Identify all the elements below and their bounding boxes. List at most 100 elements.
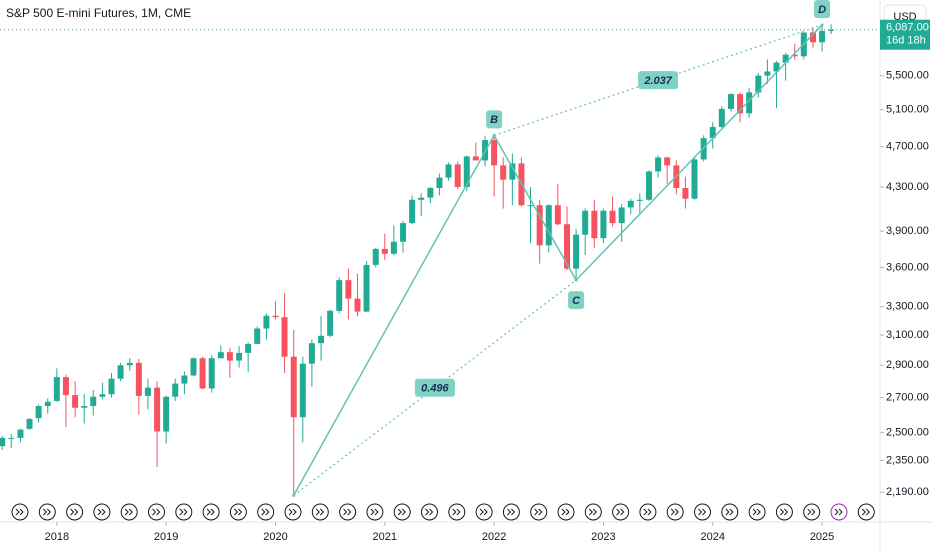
event-icon-arrows[interactable]: [425, 508, 434, 516]
event-icon-arrows[interactable]: [343, 508, 352, 516]
event-icon-arrows[interactable]: [479, 508, 488, 516]
event-icon-arrows[interactable]: [534, 508, 543, 516]
event-icon-circle[interactable]: [421, 503, 438, 521]
event-icon[interactable]: [803, 503, 821, 521]
event-icon-circle[interactable]: [502, 503, 520, 521]
event-icon[interactable]: [38, 503, 56, 521]
event-icon-arrows[interactable]: [670, 508, 679, 516]
event-icon-arrows[interactable]: [370, 508, 379, 516]
event-icon-arrows[interactable]: [206, 508, 215, 516]
event-icon-arrows[interactable]: [452, 508, 461, 516]
event-icon-arrows[interactable]: [588, 508, 598, 516]
event-icon-arrows[interactable]: [397, 508, 406, 516]
event-icon-arrows[interactable]: [70, 508, 79, 516]
x-tick-label: 2020: [263, 531, 287, 543]
event-icon[interactable]: [584, 503, 602, 521]
event-icon-circle[interactable]: [530, 503, 548, 521]
event-icon-arrows[interactable]: [42, 508, 52, 516]
event-icon[interactable]: [148, 503, 165, 521]
event-icon-circle[interactable]: [639, 503, 657, 521]
event-icon-circle[interactable]: [612, 503, 630, 521]
event-icon-circle[interactable]: [229, 503, 247, 521]
event-icon[interactable]: [557, 503, 575, 521]
candle-body: [454, 164, 461, 187]
event-icon-arrows[interactable]: [261, 508, 270, 516]
event-icon-circle[interactable]: [311, 503, 329, 521]
event-icon-circle[interactable]: [557, 503, 575, 521]
event-icon[interactable]: [393, 503, 411, 521]
event-icon-arrows[interactable]: [507, 508, 516, 516]
event-icon-circle[interactable]: [257, 503, 275, 521]
event-icon-arrows[interactable]: [780, 508, 789, 516]
event-icon[interactable]: [448, 503, 466, 521]
event-icon-circle[interactable]: [202, 503, 220, 521]
event-icon[interactable]: [502, 503, 520, 521]
event-icon[interactable]: [530, 503, 548, 521]
event-icon-circle[interactable]: [694, 503, 711, 521]
event-icon-circle[interactable]: [93, 503, 111, 521]
event-icon-arrows[interactable]: [15, 508, 24, 516]
event-icon-circle[interactable]: [748, 503, 766, 521]
event-icon-circle[interactable]: [66, 503, 84, 521]
event-icon-circle[interactable]: [284, 503, 302, 521]
event-icon[interactable]: [639, 503, 657, 521]
event-icon-arrows[interactable]: [616, 508, 625, 516]
event-icon[interactable]: [311, 503, 329, 521]
event-icon-circle[interactable]: [11, 503, 29, 521]
event-icon[interactable]: [748, 503, 766, 521]
event-icon[interactable]: [175, 503, 193, 521]
event-icon-arrows[interactable]: [752, 508, 761, 516]
candle-body: [427, 188, 434, 198]
event-icon-arrows[interactable]: [288, 508, 297, 516]
event-icon-arrows[interactable]: [807, 508, 816, 516]
event-icon[interactable]: [475, 503, 493, 521]
event-icon-circle[interactable]: [584, 503, 602, 521]
event-icon-arrows[interactable]: [561, 508, 570, 516]
event-icon-circle[interactable]: [38, 503, 56, 521]
event-icon-arrows[interactable]: [834, 508, 843, 516]
event-icon-circle[interactable]: [666, 503, 684, 521]
event-icon-circle[interactable]: [775, 503, 793, 521]
event-icon-arrows[interactable]: [643, 508, 652, 516]
event-icon-circle[interactable]: [475, 503, 493, 521]
event-icon[interactable]: [366, 503, 384, 521]
event-icon[interactable]: [257, 503, 275, 521]
event-icon-arrows[interactable]: [725, 508, 734, 516]
event-icon-arrows[interactable]: [179, 508, 188, 516]
event-icon-arrows[interactable]: [698, 508, 707, 516]
event-icon[interactable]: [120, 503, 138, 521]
event-icon-arrows[interactable]: [234, 508, 243, 516]
event-icon[interactable]: [202, 503, 220, 521]
event-icon-circle[interactable]: [857, 503, 875, 521]
event-icon[interactable]: [229, 503, 247, 521]
event-icon-circle[interactable]: [830, 503, 848, 521]
event-icon[interactable]: [284, 503, 302, 521]
event-icon-arrows[interactable]: [152, 508, 161, 516]
event-icon-circle[interactable]: [148, 503, 165, 521]
event-icon-circle[interactable]: [120, 503, 138, 521]
event-icon-circle[interactable]: [339, 503, 357, 521]
event-icon[interactable]: [694, 503, 711, 521]
event-icon-arrows[interactable]: [124, 508, 133, 516]
event-icon-circle[interactable]: [393, 503, 411, 521]
event-icon-arrows[interactable]: [861, 508, 871, 516]
event-icon[interactable]: [339, 503, 357, 521]
event-icon[interactable]: [721, 503, 739, 521]
event-icon[interactable]: [666, 503, 684, 521]
event-icon[interactable]: [775, 503, 793, 521]
event-icon[interactable]: [93, 503, 111, 521]
event-icon[interactable]: [830, 503, 848, 521]
event-icon[interactable]: [11, 503, 29, 521]
event-icon[interactable]: [421, 503, 438, 521]
event-icon-circle[interactable]: [175, 503, 193, 521]
event-icon-circle[interactable]: [366, 503, 384, 521]
event-icon[interactable]: [857, 503, 875, 521]
event-icon[interactable]: [66, 503, 84, 521]
event-icon-circle[interactable]: [803, 503, 821, 521]
event-icon-arrows[interactable]: [315, 508, 325, 516]
event-icon-circle[interactable]: [721, 503, 739, 521]
candle-body: [527, 205, 534, 207]
event-icon[interactable]: [612, 503, 630, 521]
event-icon-circle[interactable]: [448, 503, 466, 521]
event-icon-arrows[interactable]: [97, 508, 106, 516]
